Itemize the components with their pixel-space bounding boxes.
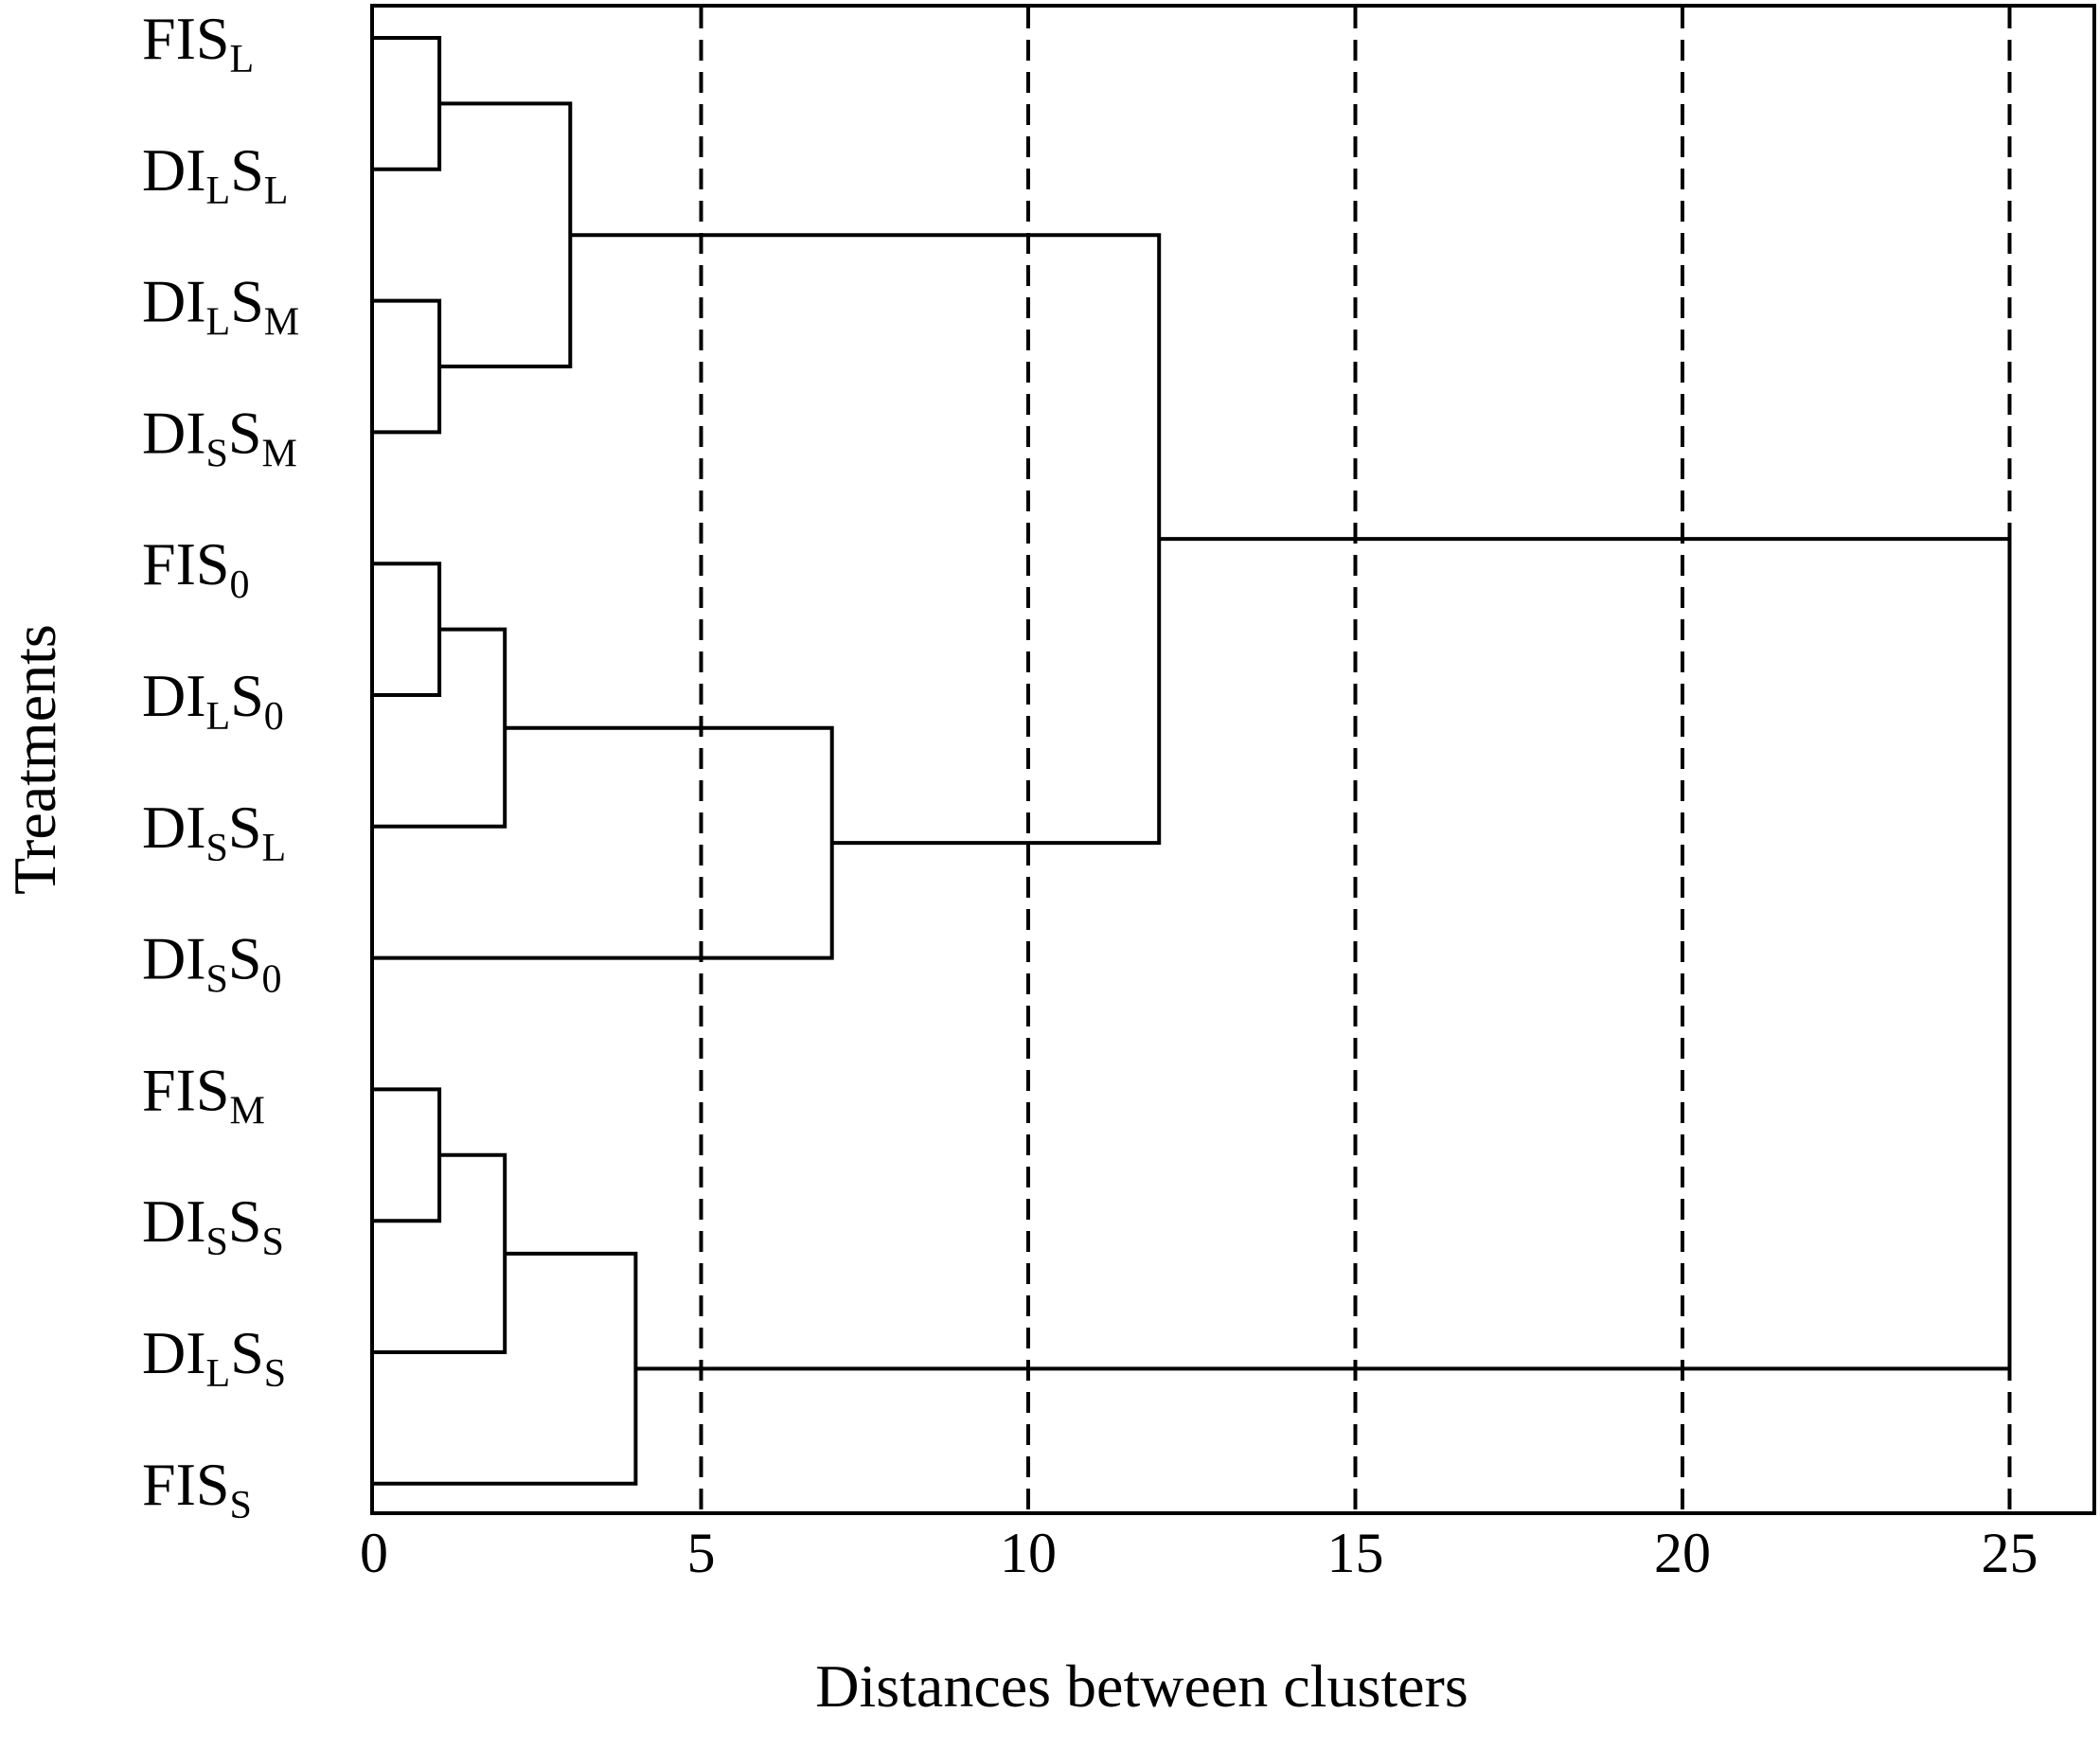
- x-tick-label: 15: [1327, 1522, 1384, 1584]
- dendrogram-link: [635, 537, 2012, 1371]
- dendrogram-tree: [374, 36, 2012, 1486]
- dendrogram-link: [374, 1087, 442, 1223]
- x-axis-title: Distances between clusters: [815, 1652, 1468, 1720]
- leaf-label: FISL: [142, 5, 254, 81]
- x-tick-label: 10: [1000, 1522, 1057, 1584]
- leaf-label: FISS: [142, 1451, 252, 1527]
- dendrogram-link: [374, 725, 834, 960]
- dendrogram-link: [374, 36, 442, 171]
- x-tick-label: 5: [687, 1522, 716, 1584]
- leaf-label: DILSM: [142, 268, 299, 345]
- leaf-label: FISM: [142, 1056, 265, 1133]
- leaf-label: DILSL: [142, 136, 288, 213]
- leaf-label: DISSL: [142, 794, 286, 870]
- leaf-label: DISSM: [142, 399, 297, 475]
- dendrogram-link: [439, 101, 573, 368]
- leaf-label: DISS0: [142, 925, 281, 1002]
- dendrogram-link: [570, 233, 1162, 846]
- x-tick-label: 0: [360, 1522, 388, 1584]
- leaf-labels: FISL DILSL DILSM DISSM FIS0 DILS0 DISSL DISS0 FI…: [142, 5, 299, 1527]
- leaf-label: FIS0: [142, 530, 250, 607]
- x-tick-labels: 0 5 10 15 20 25: [360, 1522, 2038, 1584]
- leaf-label: DILS0: [142, 662, 284, 739]
- x-tick-label: 20: [1654, 1522, 1711, 1584]
- y-axis-title: Treatments: [1, 624, 68, 895]
- dendrogram-link: [374, 298, 442, 435]
- dendrogram-link: [374, 562, 442, 697]
- x-tick-label: 25: [1982, 1522, 2038, 1584]
- leaf-label: DILSS: [142, 1319, 286, 1396]
- plot-frame: [370, 4, 2096, 1515]
- leaf-label: DISSS: [142, 1187, 284, 1264]
